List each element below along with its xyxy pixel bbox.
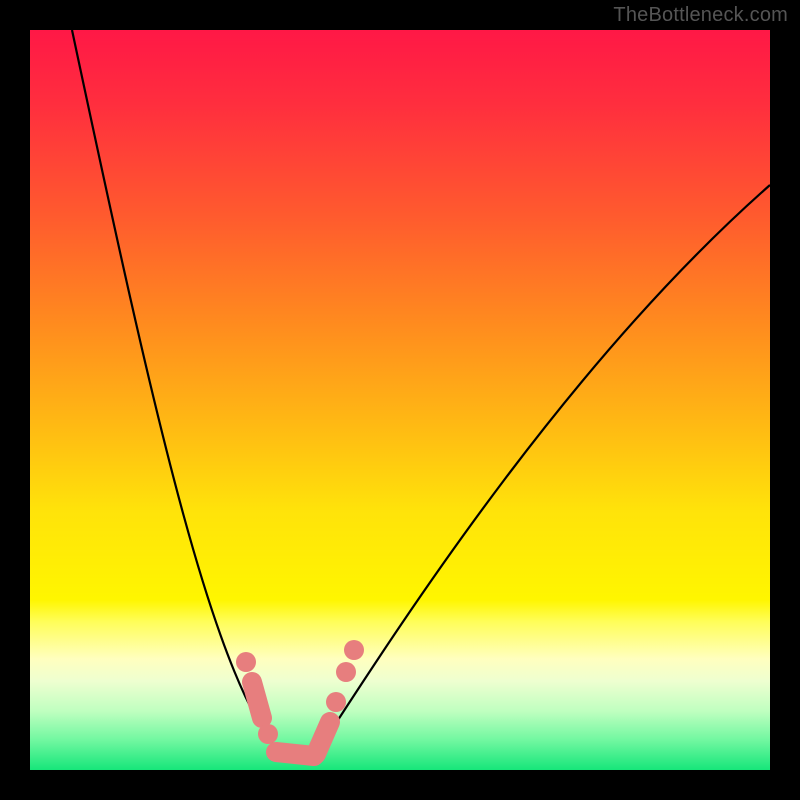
chart-background-gradient bbox=[30, 30, 770, 770]
curve-marker-dot bbox=[344, 640, 364, 660]
chart-container: TheBottleneck.com bbox=[0, 0, 800, 800]
curve-marker-segment bbox=[316, 722, 330, 754]
curve-marker-dot bbox=[326, 692, 346, 712]
curve-marker-dot bbox=[236, 652, 256, 672]
curve-marker-dot bbox=[258, 724, 278, 744]
bottleneck-curve-chart bbox=[0, 0, 800, 800]
curve-marker-segment bbox=[252, 682, 262, 718]
watermark-text: TheBottleneck.com bbox=[613, 4, 788, 27]
curve-marker-dot bbox=[336, 662, 356, 682]
